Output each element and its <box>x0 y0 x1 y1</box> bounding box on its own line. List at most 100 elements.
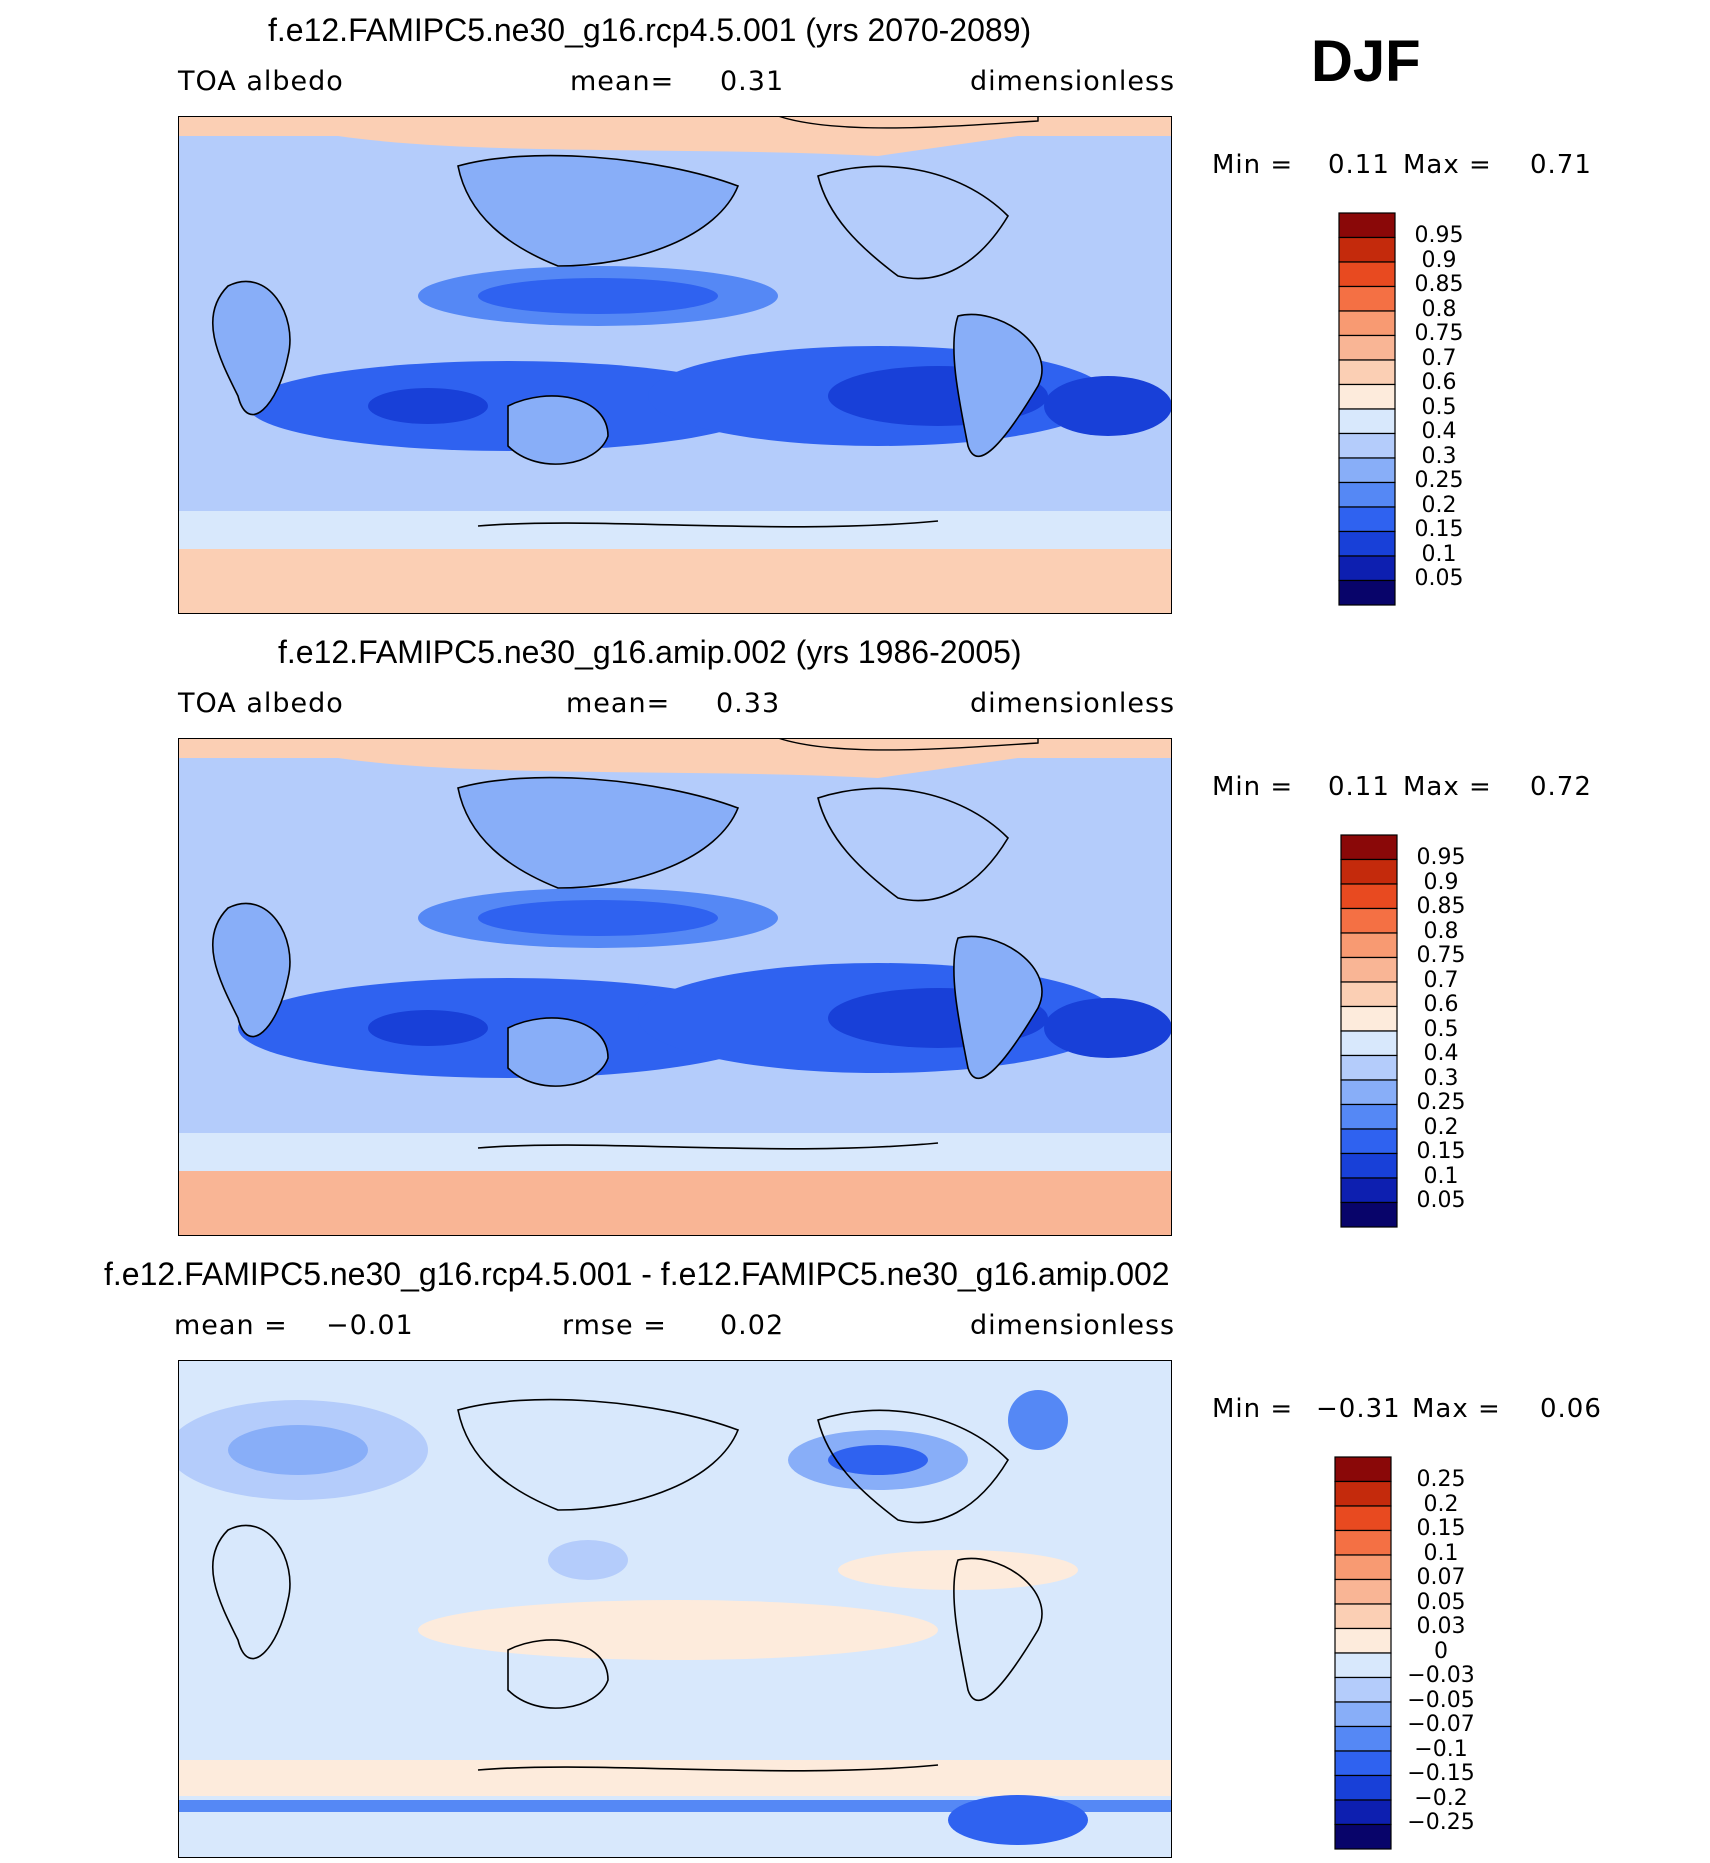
panel2-min-value: 0.11 <box>1328 772 1390 802</box>
panel3-units: dimensionless <box>970 1310 1176 1341</box>
season-label: DJF <box>1311 29 1421 94</box>
colorbar-tick-label: 0.4 <box>1421 419 1457 444</box>
colorbar-tick-label: 0.15 <box>1416 1516 1466 1541</box>
panel2-units: dimensionless <box>970 688 1176 719</box>
panel3-mean-label: mean = <box>174 1310 288 1341</box>
colorbar-tick-label: 0.15 <box>1414 517 1464 542</box>
panel1-units: dimensionless <box>970 66 1176 97</box>
colorbar-box <box>1334 1603 1392 1630</box>
colorbar-tick-label: 0.5 <box>1421 394 1457 420</box>
colorbar-tick-label: 0.2 <box>1421 492 1457 518</box>
colorbar-box <box>1334 1505 1392 1532</box>
colorbar-tick-label: 0.9 <box>1421 247 1457 273</box>
colorbar-tick-label: −0.1 <box>1414 1736 1468 1762</box>
colorbar-box <box>1334 1456 1392 1483</box>
colorbar-tick-label: −0.25 <box>1407 1810 1475 1835</box>
panel1-mean-label: mean= <box>570 66 675 97</box>
colorbar-box <box>1338 408 1396 435</box>
colorbar-box <box>1338 530 1396 557</box>
colorbar-box <box>1338 310 1396 337</box>
colorbar-box <box>1334 1652 1392 1679</box>
colorbar-tick-label: 0.75 <box>1414 321 1464 346</box>
colorbar-box <box>1340 981 1398 1008</box>
colorbar-box <box>1338 261 1396 288</box>
panel2-title: f.e12.FAMIPC5.ne30_g16.amip.002 (yrs 198… <box>278 634 1022 670</box>
colorbar-box <box>1340 932 1398 959</box>
panel3-max-value: 0.06 <box>1540 1394 1602 1424</box>
colorbar-tick-label: 0.9 <box>1423 869 1459 895</box>
panel1-min-label: Min = <box>1212 150 1294 180</box>
panel3-mean-value: −0.01 <box>326 1310 414 1341</box>
panel1-mean-value: 0.31 <box>720 66 785 97</box>
colorbar-box <box>1338 236 1396 263</box>
colorbar-tick-label: −0.05 <box>1407 1687 1475 1713</box>
colorbar-box <box>1338 383 1396 410</box>
colorbar-box <box>1338 579 1396 606</box>
panel3-rmse-label: rmse = <box>562 1310 667 1341</box>
colorbar-box <box>1340 1177 1398 1204</box>
panel2-variable: TOA albedo <box>178 688 344 719</box>
colorbar-box <box>1334 1774 1392 1801</box>
colorbar-tick-label: 0.25 <box>1416 1090 1466 1115</box>
colorbar-box <box>1334 1554 1392 1581</box>
colorbar-box <box>1338 457 1396 484</box>
colorbar-tick-label: 0.7 <box>1421 345 1457 371</box>
colorbar-box <box>1340 1103 1398 1130</box>
panel2-min-label: Min = <box>1212 772 1294 802</box>
colorbar-tick-label: 0.4 <box>1423 1041 1459 1066</box>
colorbar-box <box>1340 1152 1398 1179</box>
colorbar-tick-label: 0.95 <box>1416 845 1466 870</box>
colorbar-box <box>1334 1676 1392 1703</box>
colorbar-box <box>1340 1128 1398 1155</box>
colorbar-box <box>1338 432 1396 459</box>
colorbar-tick-label: 0.03 <box>1416 1614 1466 1639</box>
panel3-map <box>178 1360 1172 1858</box>
panel1-max-label: Max = <box>1403 150 1492 180</box>
colorbar-tick-label: 0.2 <box>1423 1114 1459 1140</box>
colorbar-box <box>1334 1823 1392 1850</box>
colorbar-tick-label: 0.3 <box>1421 443 1457 469</box>
panel3-rmse-value: 0.02 <box>720 1310 785 1341</box>
colorbar-tick-label: 0.05 <box>1416 1589 1466 1615</box>
panel2-max-value: 0.72 <box>1530 772 1592 802</box>
colorbar-tick-label: 0.05 <box>1414 566 1464 591</box>
colorbar-box <box>1338 334 1396 361</box>
colorbar-box <box>1334 1701 1392 1728</box>
colorbar-box <box>1340 883 1398 910</box>
colorbar-tick-label: 0.1 <box>1423 1163 1459 1189</box>
colorbar-box <box>1334 1627 1392 1654</box>
colorbar-tick-label: 0.15 <box>1416 1139 1466 1164</box>
colorbar-tick-label: 0.07 <box>1416 1565 1466 1590</box>
panel1-max-value: 0.71 <box>1530 150 1592 180</box>
colorbar-tick-label: 0.85 <box>1416 894 1466 919</box>
colorbar-tick-label: −0.03 <box>1407 1663 1475 1688</box>
colorbar-box <box>1340 907 1398 934</box>
colorbar-box <box>1338 481 1396 508</box>
panel1-variable: TOA albedo <box>178 66 344 97</box>
panel2-colorbar-labels: 0.95 0.9 0.85 0.8 0.75 0.7 0.6 0.5 0.4 0.3 0.25 0.2… <box>1406 845 1476 1214</box>
colorbar-box <box>1334 1529 1392 1556</box>
colorbar-box <box>1340 1079 1398 1106</box>
panel1-colorbar <box>1338 212 1396 606</box>
colorbar-box <box>1340 834 1398 861</box>
colorbar-box <box>1338 212 1396 239</box>
colorbar-box <box>1338 285 1396 312</box>
colorbar-tick-label: 0.75 <box>1416 943 1466 968</box>
colorbar-box <box>1334 1725 1392 1752</box>
colorbar-box <box>1340 1054 1398 1081</box>
colorbar-tick-label: 0.05 <box>1416 1188 1466 1213</box>
colorbar-box <box>1334 1750 1392 1777</box>
panel3-min-value: −0.31 <box>1316 1394 1401 1424</box>
colorbar-box <box>1340 1030 1398 1057</box>
colorbar-tick-label: 0.25 <box>1414 468 1464 493</box>
colorbar-tick-label: 0.3 <box>1423 1065 1459 1091</box>
colorbar-tick-label: 0.5 <box>1423 1016 1459 1042</box>
panel3-colorbar-labels: 0.25 0.2 0.15 0.1 0.07 0.05 0.03 0 −0.03 −0.05 −0.… <box>1400 1467 1482 1836</box>
colorbar-tick-label: 0.7 <box>1423 967 1459 993</box>
panel2-mean-label: mean= <box>566 688 671 719</box>
colorbar-box <box>1338 506 1396 533</box>
colorbar-tick-label: 0.2 <box>1423 1491 1459 1517</box>
colorbar-box <box>1340 1005 1398 1032</box>
colorbar-tick-label: 0 <box>1434 1638 1448 1664</box>
colorbar-tick-label: 0.85 <box>1414 272 1464 297</box>
